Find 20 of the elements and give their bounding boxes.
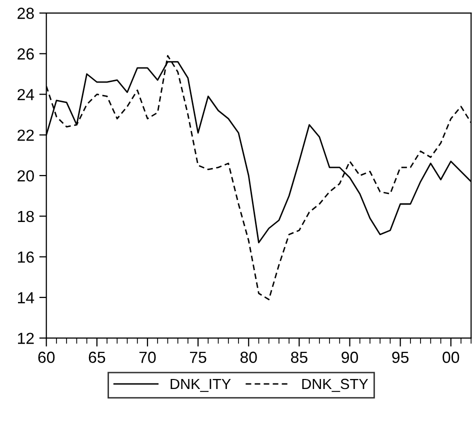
x-tick-label: 70 (139, 352, 156, 363)
y-tick-label: 28 (18, 8, 34, 19)
y-tick-label: 14 (18, 292, 34, 304)
legend-label: DNK_ITY (170, 378, 231, 392)
x-tick-label: 95 (392, 352, 409, 363)
y-tick-label: 16 (18, 251, 34, 263)
y-tick-label: 20 (18, 170, 34, 182)
x-tick-label: 60 (38, 352, 55, 363)
y-tick-label: 26 (18, 48, 34, 60)
y-tick-label: 22 (18, 130, 34, 141)
y-tick-label: 18 (18, 210, 34, 222)
x-tick-label: 80 (240, 352, 257, 363)
y-tick-label: 12 (18, 332, 34, 344)
legend-label: DNK_STY (302, 378, 368, 392)
y-tick-label: 24 (18, 88, 34, 100)
x-tick-label: 90 (342, 352, 358, 363)
x-tick-label: 00 (442, 352, 460, 363)
x-tick-label: 85 (290, 352, 308, 363)
x-tick-label: 65 (88, 352, 106, 363)
x-tick-label: 75 (190, 352, 206, 363)
